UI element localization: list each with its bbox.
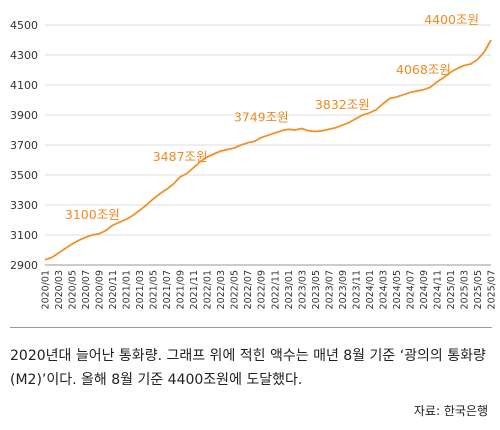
x-tick-label: 2024/11 <box>432 270 443 309</box>
data-labels: 3100조원 3487조원 3749조원 3832조원 4068조원 4400조원 <box>65 12 479 222</box>
data-label: 4400조원 <box>424 12 479 27</box>
series-m2 <box>44 39 492 261</box>
chart-caption: 2020년대 늘어난 통화량. 그래프 위에 적힌 액수는 매년 8월 기준 ‘… <box>10 348 486 388</box>
x-tick-label: 2024/05 <box>392 270 403 309</box>
x-tick-label: 2025/03 <box>459 270 470 309</box>
x-tick-label: 2021/11 <box>189 270 200 309</box>
x-tick-label: 2024/07 <box>405 270 416 309</box>
x-tick-label: 2022/05 <box>230 270 241 309</box>
x-tick-label: 2023/05 <box>311 270 322 309</box>
source-note: 자료: 한국은행 <box>413 404 488 418</box>
x-tick-label: 2024/01 <box>365 270 376 309</box>
x-tick-label: 2022/03 <box>216 270 227 309</box>
x-tick-label: 2025/05 <box>473 270 484 309</box>
x-tick-label: 2022/09 <box>257 270 268 309</box>
y-tick-label: 2900 <box>10 259 38 272</box>
y-tick-label: 3300 <box>10 199 38 212</box>
data-label: 3749조원 <box>234 110 289 125</box>
y-tick-label: 3100 <box>10 229 38 242</box>
x-tick-label: 2024/09 <box>419 270 430 309</box>
y-tick-label: 3500 <box>10 169 38 182</box>
x-tick-label: 2023/09 <box>338 270 349 309</box>
x-tick-label: 2025/07 <box>487 270 498 309</box>
x-tick-label: 2020/07 <box>81 270 92 309</box>
x-tick-label: 2021/01 <box>122 270 133 309</box>
y-axis-ticks: 2900 3100 3300 3500 3700 3900 4100 4300 4500 <box>10 19 38 272</box>
x-tick-label: 2020/03 <box>54 270 65 309</box>
x-tick-label: 2021/09 <box>176 270 187 309</box>
x-tick-label: 2023/11 <box>351 270 362 309</box>
x-tick-label: 2020/01 <box>41 270 52 309</box>
x-tick-label: 2023/03 <box>297 270 308 309</box>
x-tick-label: 2021/03 <box>135 270 146 309</box>
data-label: 3487조원 <box>153 149 208 164</box>
x-tick-label: 2022/07 <box>243 270 254 309</box>
x-tick-label: 2025/01 <box>446 270 457 309</box>
x-tick-label: 2024/03 <box>378 270 389 309</box>
x-tick-label: 2021/05 <box>149 270 160 309</box>
line-chart: 2900 3100 3300 3500 3700 3900 4100 4300 4500 202… <box>10 12 498 309</box>
x-axis-ticks: 2020/01 2020/03 2020/05 2020/07 2020/09 2020/… <box>41 270 498 309</box>
x-tick-label: 2020/11 <box>108 270 119 309</box>
series-line <box>44 39 492 261</box>
x-tick-label: 2023/07 <box>324 270 335 309</box>
x-tick-label: 2022/01 <box>203 270 214 309</box>
x-tick-label: 2022/11 <box>270 270 281 309</box>
y-tick-label: 4500 <box>10 19 38 32</box>
caption-divider <box>10 327 492 328</box>
y-tick-label: 4300 <box>10 49 38 62</box>
data-label: 4068조원 <box>396 62 451 77</box>
y-tick-label: 3700 <box>10 139 38 152</box>
x-tick-label: 2020/05 <box>68 270 79 309</box>
y-tick-label: 3900 <box>10 109 38 122</box>
grid-lines <box>45 24 491 266</box>
x-tick-label: 2021/07 <box>162 270 173 309</box>
data-label: 3832조원 <box>315 97 370 112</box>
x-tick-label: 2023/01 <box>284 270 295 309</box>
x-tick-label: 2020/09 <box>95 270 106 309</box>
data-label: 3100조원 <box>65 207 120 222</box>
y-tick-label: 4100 <box>10 79 38 92</box>
